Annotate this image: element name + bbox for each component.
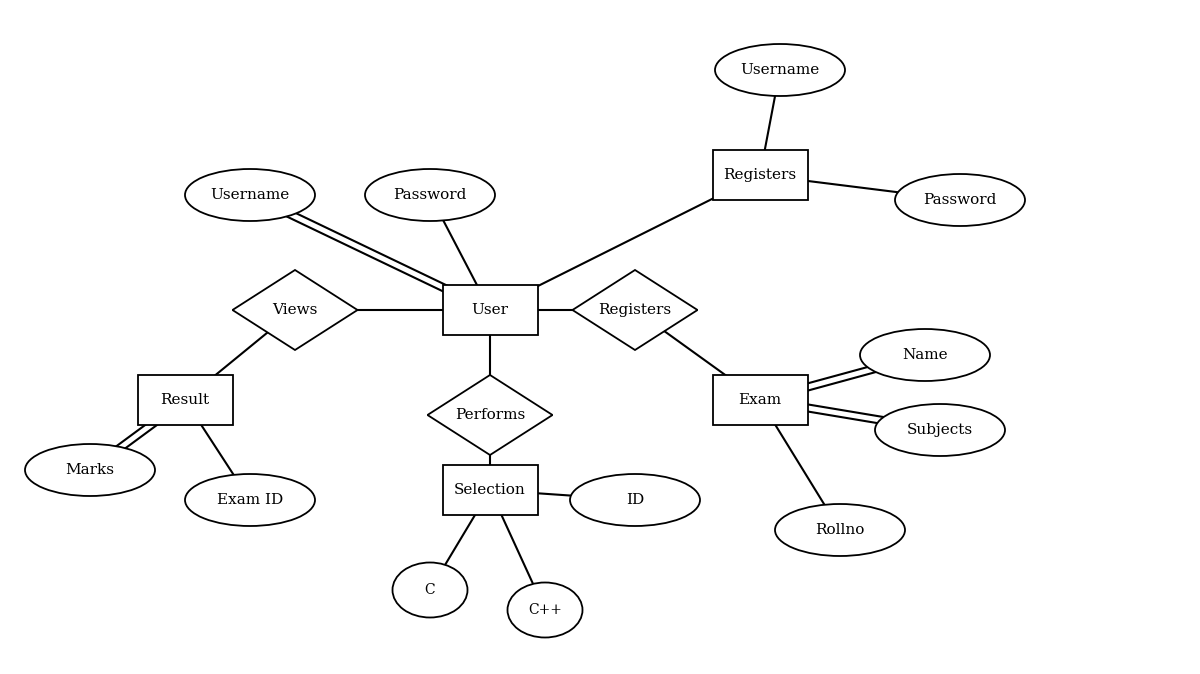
Bar [713, 150, 808, 200]
Text: Selection: Selection [454, 483, 526, 497]
Ellipse shape [508, 582, 582, 638]
Ellipse shape [860, 329, 990, 381]
Text: Password: Password [923, 193, 997, 207]
Text: ID: ID [626, 493, 644, 507]
Text: Subjects: Subjects [907, 423, 973, 437]
Ellipse shape [185, 169, 314, 221]
Text: Performs: Performs [455, 408, 526, 422]
Ellipse shape [875, 404, 1006, 456]
Bar [713, 375, 808, 425]
Text: Registers: Registers [599, 303, 672, 317]
Text: Exam ID: Exam ID [217, 493, 283, 507]
Ellipse shape [25, 444, 155, 496]
Text: Username: Username [210, 188, 289, 202]
Bar [138, 375, 233, 425]
Text: Rollno: Rollno [815, 523, 865, 537]
Text: Registers: Registers [724, 168, 797, 182]
Text: Name: Name [902, 348, 948, 362]
Ellipse shape [392, 563, 468, 617]
Text: Result: Result [161, 393, 210, 407]
Ellipse shape [895, 174, 1025, 226]
Text: Password: Password [394, 188, 467, 202]
Text: C++: C++ [528, 603, 562, 617]
Ellipse shape [365, 169, 496, 221]
Ellipse shape [570, 474, 700, 526]
Text: Marks: Marks [66, 463, 114, 477]
Polygon shape [572, 270, 697, 350]
Ellipse shape [185, 474, 314, 526]
Text: Exam: Exam [738, 393, 781, 407]
Text: Views: Views [272, 303, 318, 317]
Text: Username: Username [740, 63, 820, 77]
Bar [443, 285, 538, 335]
Polygon shape [233, 270, 358, 350]
Polygon shape [427, 375, 552, 455]
Ellipse shape [715, 44, 845, 96]
Text: C: C [425, 583, 436, 597]
Text: User: User [472, 303, 509, 317]
Ellipse shape [775, 504, 905, 556]
Bar [443, 465, 538, 515]
